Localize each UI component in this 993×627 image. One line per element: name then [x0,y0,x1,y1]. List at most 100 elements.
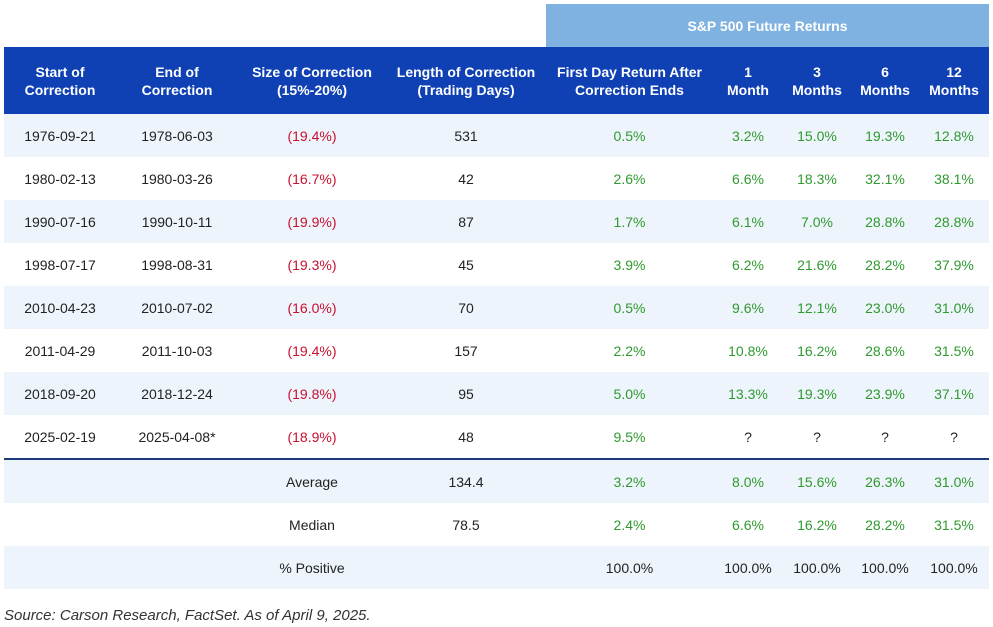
header-length: Length of Correction (Trading Days) [386,47,546,114]
table-row: 2010-04-23 2010-07-02 (16.0%) 70 0.5% 9.… [4,286,989,329]
future-returns-header: S&P 500 Future Returns [546,4,989,47]
return-6m: 32.1% [851,157,919,200]
header-12-months: 12 Months [919,47,989,114]
return-3m: 16.2% [783,329,851,372]
start-date: 2025-02-19 [4,415,116,459]
return-12m: ? [919,415,989,459]
correction-size: (19.9%) [238,200,386,243]
start-date: 1976-09-21 [4,114,116,157]
return-1m: 13.3% [713,372,783,415]
first-day-return: 0.5% [546,114,713,157]
end-date: 1980-03-26 [116,157,238,200]
return-6m: 28.8% [851,200,919,243]
summary-row-median: Median 78.5 2.4% 6.6% 16.2% 28.2% 31.5% [4,503,989,546]
return-1m: 100.0% [713,546,783,589]
table-row: 2018-09-20 2018-12-24 (19.8%) 95 5.0% 13… [4,372,989,415]
correction-length: 134.4 [386,458,546,503]
end-date: 1998-08-31 [116,243,238,286]
return-6m: ? [851,415,919,459]
table-row: 2011-04-29 2011-10-03 (19.4%) 157 2.2% 1… [4,329,989,372]
return-1m: 9.6% [713,286,783,329]
correction-size: (19.8%) [238,372,386,415]
return-12m: 12.8% [919,114,989,157]
return-3m: 18.3% [783,157,851,200]
return-6m: 23.9% [851,372,919,415]
header-first-day: First Day Return After Correction Ends [546,47,713,114]
first-day-return: 0.5% [546,286,713,329]
return-6m: 19.3% [851,114,919,157]
return-12m: 31.5% [919,329,989,372]
return-6m: 28.6% [851,329,919,372]
return-1m: 6.6% [713,157,783,200]
return-12m: 31.5% [919,503,989,546]
summary-row-positive: % Positive 100.0% 100.0% 100.0% 100.0% 1… [4,546,989,589]
summary-label: Median [238,503,386,546]
source-note: Source: Carson Research, FactSet. As of … [4,607,371,624]
correction-size: (19.4%) [238,329,386,372]
start-date: 1998-07-17 [4,243,116,286]
end-date: 1990-10-11 [116,200,238,243]
return-3m: 100.0% [783,546,851,589]
correction-size: (16.0%) [238,286,386,329]
first-day-return: 1.7% [546,200,713,243]
correction-length: 78.5 [386,503,546,546]
table-row: 1976-09-21 1978-06-03 (19.4%) 531 0.5% 3… [4,114,989,157]
return-12m: 100.0% [919,546,989,589]
correction-table: Start of Correction End of Correction Size… [4,47,989,589]
summary-label: Average [238,458,386,503]
first-day-return: 3.9% [546,243,713,286]
return-6m: 23.0% [851,286,919,329]
correction-length: 70 [386,286,546,329]
header-3-months: 3 Months [783,47,851,114]
return-6m: 26.3% [851,458,919,503]
return-1m: ? [713,415,783,459]
first-day-return: 2.4% [546,503,713,546]
first-day-return: 5.0% [546,372,713,415]
start-date: 2018-09-20 [4,372,116,415]
return-6m: 28.2% [851,503,919,546]
summary-row-average: Average 134.4 3.2% 8.0% 15.6% 26.3% 31.0… [4,458,989,503]
start-date: 1980-02-13 [4,157,116,200]
correction-size: (19.4%) [238,114,386,157]
header-6-months: 6 Months [851,47,919,114]
return-6m: 100.0% [851,546,919,589]
correction-length: 531 [386,114,546,157]
return-3m: 12.1% [783,286,851,329]
return-12m: 31.0% [919,286,989,329]
return-3m: 15.0% [783,114,851,157]
return-1m: 6.2% [713,243,783,286]
end-date: 2018-12-24 [116,372,238,415]
return-3m: 16.2% [783,503,851,546]
return-12m: 38.1% [919,157,989,200]
start-date: 2011-04-29 [4,329,116,372]
return-1m: 10.8% [713,329,783,372]
return-1m: 3.2% [713,114,783,157]
header-start: Start of Correction [4,47,116,114]
table-row: 1990-07-16 1990-10-11 (19.9%) 87 1.7% 6.… [4,200,989,243]
return-1m: 8.0% [713,458,783,503]
correction-size: (16.7%) [238,157,386,200]
end-date: 2025-04-08* [116,415,238,459]
return-12m: 37.9% [919,243,989,286]
first-day-return: 100.0% [546,546,713,589]
table-row: 1980-02-13 1980-03-26 (16.7%) 42 2.6% 6.… [4,157,989,200]
header-row: Start of Correction End of Correction Size… [4,47,989,114]
correction-length: 95 [386,372,546,415]
return-3m: 19.3% [783,372,851,415]
return-3m: 15.6% [783,458,851,503]
end-date: 2011-10-03 [116,329,238,372]
return-12m: 31.0% [919,458,989,503]
correction-length: 157 [386,329,546,372]
return-1m: 6.1% [713,200,783,243]
end-date: 2010-07-02 [116,286,238,329]
first-day-return: 3.2% [546,458,713,503]
first-day-return: 9.5% [546,415,713,459]
correction-length: 48 [386,415,546,459]
correction-length: 87 [386,200,546,243]
header-1-month: 1 Month [713,47,783,114]
return-3m: ? [783,415,851,459]
correction-length: 42 [386,157,546,200]
start-date: 2010-04-23 [4,286,116,329]
return-12m: 37.1% [919,372,989,415]
return-1m: 6.6% [713,503,783,546]
